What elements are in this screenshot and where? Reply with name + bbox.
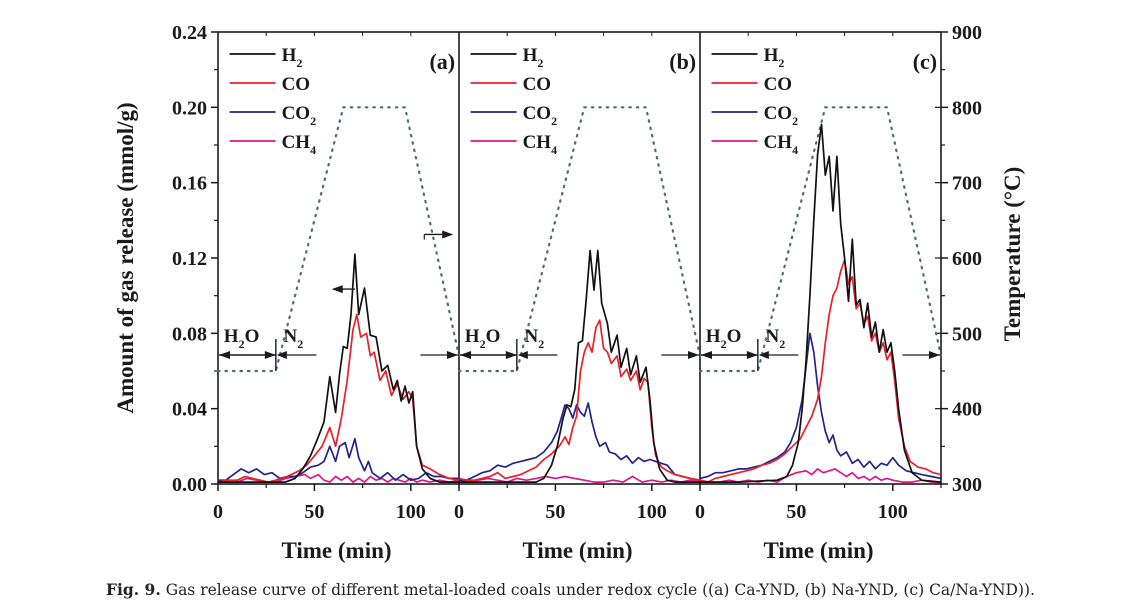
n2-label: N2 bbox=[525, 326, 545, 351]
arrowhead-right bbox=[929, 350, 940, 359]
x-tick-label: 50 bbox=[545, 501, 565, 523]
y-tick-label: 0.12 bbox=[172, 248, 207, 270]
h2o-label: H2O bbox=[706, 326, 742, 351]
x-tick-label: 50 bbox=[304, 501, 324, 523]
label-layer: 0.000.040.080.120.160.200.24300400500600… bbox=[113, 22, 1025, 563]
series-line-co bbox=[699, 259, 942, 483]
arrowhead-right bbox=[447, 350, 458, 359]
arrowhead-right bbox=[688, 350, 699, 359]
legend-label: H2 bbox=[523, 45, 544, 70]
x-tick-label: 0 bbox=[695, 501, 705, 523]
series-line-co2 bbox=[699, 332, 942, 480]
series-line-h2 bbox=[700, 123, 942, 483]
figure-caption: Fig. 9. Gas release curve of different m… bbox=[0, 580, 1141, 599]
y-axis-title: Amount of gas release (mmol/g) bbox=[113, 102, 138, 413]
series-line-co2 bbox=[218, 437, 459, 482]
series-line-h2 bbox=[459, 249, 700, 483]
annotation-layer: H2O N2 H2O N2 H2O N2 bbox=[219, 230, 941, 371]
series-line-h2 bbox=[218, 253, 459, 483]
x-tick-label: 100 bbox=[396, 501, 426, 523]
arrowhead-left bbox=[460, 350, 471, 359]
y2-tick-label: 700 bbox=[952, 173, 982, 195]
arrowhead-left bbox=[517, 350, 528, 359]
x-axis-title: Time (min) bbox=[763, 538, 873, 563]
y-tick-label: 0.00 bbox=[172, 474, 207, 496]
x-tick-label: 0 bbox=[454, 501, 464, 523]
legend-label: H2 bbox=[282, 45, 303, 70]
legend-label: CH4 bbox=[282, 132, 317, 157]
plot-frame bbox=[217, 31, 942, 485]
legend-label: CO bbox=[282, 74, 311, 95]
y2-tick-label: 600 bbox=[952, 248, 982, 270]
x-tick-label: 50 bbox=[786, 501, 806, 523]
h2o-label: H2O bbox=[224, 326, 260, 351]
x-axis-title: Time (min) bbox=[281, 538, 391, 563]
panel-label: (a) bbox=[429, 49, 455, 74]
right-axis-arrowhead bbox=[442, 230, 454, 239]
legend-label: CO2 bbox=[523, 103, 558, 128]
legend-label: CO bbox=[523, 74, 552, 95]
arrowhead-left bbox=[276, 350, 287, 359]
y-tick-label: 0.20 bbox=[172, 97, 207, 119]
y2-tick-label: 800 bbox=[952, 97, 982, 119]
n2-label: N2 bbox=[766, 326, 786, 351]
y-tick-label: 0.08 bbox=[172, 323, 207, 345]
arrowhead-left bbox=[701, 350, 712, 359]
x-tick-label: 100 bbox=[637, 501, 667, 523]
legend-label: CO bbox=[764, 74, 793, 95]
n2-label: N2 bbox=[284, 326, 304, 351]
x-tick-label: 100 bbox=[878, 501, 908, 523]
legend-label: CO2 bbox=[282, 103, 317, 128]
temperature-curve bbox=[698, 106, 943, 373]
legend-layer: H2 CO CO2 CH4 H2 CO CO2 CH4 H2 CO CO2 CH4 bbox=[229, 45, 799, 157]
h2o-label: H2O bbox=[465, 326, 501, 351]
left-axis-arrowhead bbox=[331, 285, 343, 294]
legend-label: CH4 bbox=[764, 132, 799, 157]
axes-layer bbox=[211, 31, 948, 491]
x-tick-label: 0 bbox=[213, 501, 223, 523]
arrowhead-right bbox=[505, 350, 517, 359]
temperature-layer bbox=[216, 106, 943, 373]
series-line-ch4 bbox=[458, 475, 701, 483]
series-line-co2 bbox=[459, 402, 701, 482]
legend-label: CO2 bbox=[764, 103, 799, 128]
y2-tick-label: 900 bbox=[952, 22, 982, 44]
arrowhead-left bbox=[758, 350, 769, 359]
legend-label: CH4 bbox=[523, 132, 558, 157]
arrowhead-left bbox=[219, 350, 230, 359]
y2-axis-title: Temperature (°C) bbox=[1000, 167, 1025, 342]
y2-tick-label: 500 bbox=[952, 323, 982, 345]
caption-text: Gas release curve of different metal-loa… bbox=[165, 581, 1035, 599]
caption-label: Fig. 9. bbox=[106, 580, 161, 599]
arrowhead-right bbox=[264, 350, 276, 359]
y2-tick-label: 400 bbox=[952, 399, 982, 421]
y-tick-label: 0.04 bbox=[172, 399, 207, 421]
series-line-ch4 bbox=[699, 468, 941, 483]
temperature-curve bbox=[457, 106, 702, 373]
temperature-curve bbox=[216, 106, 461, 373]
y-tick-label: 0.16 bbox=[172, 173, 207, 195]
x-axis-title: Time (min) bbox=[522, 538, 632, 563]
panel-label: (c) bbox=[913, 49, 937, 74]
legend-label: H2 bbox=[764, 45, 785, 70]
y2-tick-label: 300 bbox=[952, 474, 982, 496]
y-tick-label: 0.24 bbox=[172, 22, 207, 44]
figure-chart: H2 CO CO2 CH4 H2 CO CO2 CH4 H2 CO CO2 CH4 H2O N2 H2O N… bbox=[113, 22, 1025, 563]
series-layer bbox=[217, 123, 942, 483]
arrowhead-right bbox=[746, 350, 758, 359]
panel-label: (b) bbox=[669, 49, 696, 74]
